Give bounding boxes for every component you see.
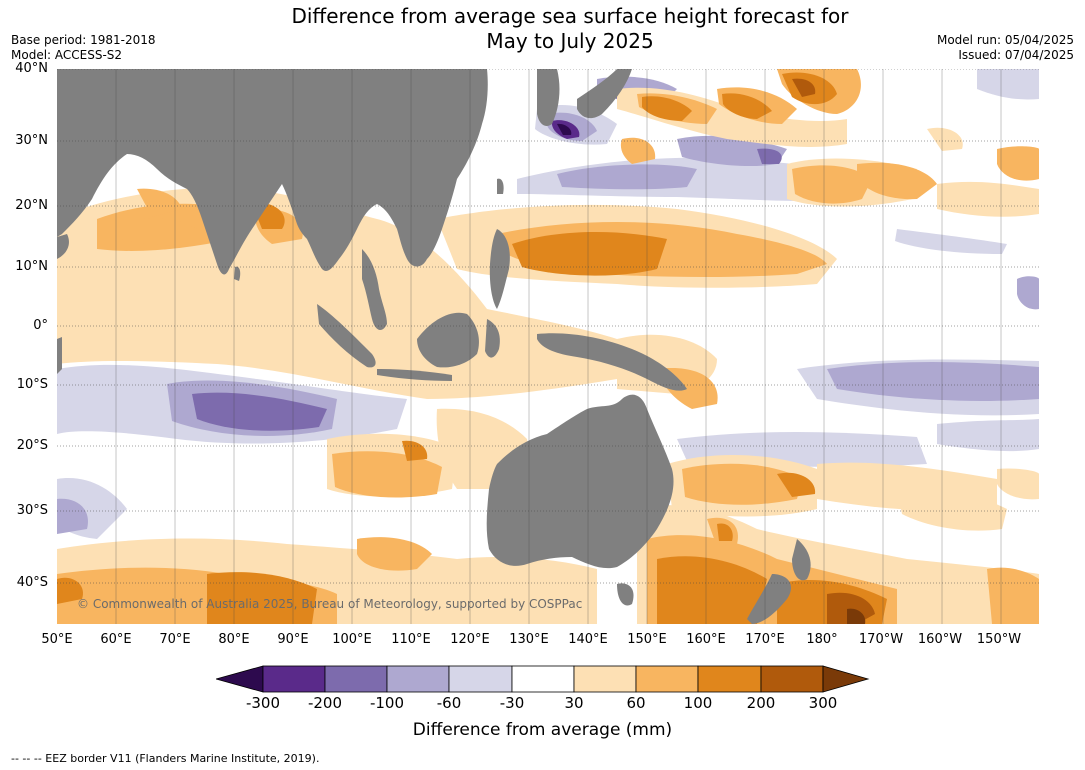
colorbar-bin-9 bbox=[760, 665, 824, 693]
colorbar-tick-60: 60 bbox=[626, 694, 646, 712]
lon-label-150w: 150°W bbox=[976, 632, 1022, 647]
lon-label-70e: 70°E bbox=[159, 632, 191, 647]
lon-label-170e: 170°E bbox=[745, 632, 785, 647]
lon-label-50e: 50°E bbox=[41, 632, 73, 647]
land-new-zealand-north bbox=[792, 539, 811, 581]
colorbar-bin-8 bbox=[697, 665, 762, 693]
land-asia bbox=[57, 69, 488, 275]
land-borneo bbox=[417, 312, 479, 368]
lon-label-140e: 140°E bbox=[568, 632, 608, 647]
colorbar-bin-3 bbox=[386, 665, 450, 693]
land-sulawesi bbox=[485, 319, 500, 358]
lon-label-150e: 150°E bbox=[627, 632, 667, 647]
model-run: Model run: 05/04/2025 bbox=[936, 33, 1074, 47]
meta-right: Model run: 05/04/2025 Issued: 07/04/2025 bbox=[937, 33, 1074, 63]
lat-label-30n: 30°N bbox=[15, 133, 48, 148]
land-philippines bbox=[489, 229, 510, 309]
land-arabia-tip bbox=[57, 234, 69, 259]
land-sumatra bbox=[317, 304, 376, 368]
lon-label-90e: 90°E bbox=[277, 632, 309, 647]
colorbar-bin-1 bbox=[262, 665, 326, 693]
base-period: Base period: 1981-2018 bbox=[11, 33, 156, 47]
land-japan bbox=[577, 69, 632, 119]
colorbar-tick-neg100: -100 bbox=[369, 694, 405, 712]
lon-label-130e: 130°E bbox=[509, 632, 549, 647]
lat-label-40n: 40°N bbox=[15, 61, 48, 76]
land-taiwan bbox=[497, 178, 504, 194]
colorbar-bin-4 bbox=[448, 665, 513, 693]
land-sri-lanka bbox=[234, 266, 241, 281]
colorbar-extend-high bbox=[822, 665, 870, 693]
lon-label-160e: 160°E bbox=[686, 632, 726, 647]
lon-label-170w: 170°W bbox=[858, 632, 904, 647]
colorbar-bin-5 bbox=[511, 665, 575, 693]
colorbar-extend-low bbox=[216, 665, 264, 693]
colorbar-tick-200: 200 bbox=[746, 694, 776, 712]
land-korea-japan bbox=[537, 69, 560, 126]
lon-label-120e: 120°E bbox=[450, 632, 490, 647]
map-panel bbox=[57, 69, 1039, 624]
lat-label-equator: 0° bbox=[33, 318, 48, 333]
lat-label-30s: 30°S bbox=[16, 503, 48, 518]
land-australia bbox=[486, 394, 674, 569]
meridians bbox=[115, 69, 1002, 624]
land-new-zealand-south bbox=[747, 574, 792, 624]
eez-footnote: -- -- -- EEZ border V11 (Flanders Marine… bbox=[11, 752, 320, 765]
land-indochina bbox=[362, 249, 387, 331]
lon-label-180: 180° bbox=[806, 632, 838, 647]
colorbar-tick-100: 100 bbox=[683, 694, 713, 712]
land-tasmania bbox=[617, 583, 634, 606]
lon-label-60e: 60°E bbox=[100, 632, 132, 647]
lon-label-100e: 100°E bbox=[332, 632, 372, 647]
lon-label-160w: 160°W bbox=[917, 632, 963, 647]
meta-left: Base period: 1981-2018 Model: ACCESS-S2 bbox=[11, 33, 156, 63]
colorbar-tick-neg60: -60 bbox=[436, 694, 462, 712]
colorbar-label: Difference from average (mm) bbox=[412, 720, 673, 740]
colorbar-tick-neg30: -30 bbox=[499, 694, 525, 712]
map-svg bbox=[57, 69, 1039, 624]
land-new-guinea bbox=[537, 333, 687, 391]
issued-date: Issued: 07/04/2025 bbox=[958, 48, 1074, 62]
lon-label-80e: 80°E bbox=[218, 632, 250, 647]
title-line-1: Difference from average sea surface heig… bbox=[291, 4, 849, 28]
lat-label-20n: 20°N bbox=[15, 198, 48, 213]
lat-label-40s: 40°S bbox=[16, 575, 48, 590]
lat-label-20s: 20°S bbox=[16, 438, 48, 453]
colorbar-bin-2 bbox=[324, 665, 388, 693]
colorbar-bin-6 bbox=[573, 665, 637, 693]
colorbar-tick-neg300: -300 bbox=[245, 694, 281, 712]
colorbar-tick-30: 30 bbox=[564, 694, 584, 712]
colorbar-tick-300: 300 bbox=[808, 694, 838, 712]
title-line-2: May to July 2025 bbox=[486, 29, 654, 53]
land-madagascar bbox=[57, 337, 62, 374]
colorbar bbox=[216, 665, 870, 693]
lat-label-10s: 10°S bbox=[16, 377, 48, 392]
colorbar-bin-7 bbox=[635, 665, 699, 693]
land-java bbox=[377, 369, 452, 381]
map-title: Difference from average sea surface heig… bbox=[220, 4, 920, 54]
copyright-notice: © Commonwealth of Australia 2025, Bureau… bbox=[77, 597, 583, 611]
lat-label-10n: 10°N bbox=[15, 259, 48, 274]
model-name: Model: ACCESS-S2 bbox=[11, 48, 123, 62]
lon-label-110e: 110°E bbox=[391, 632, 431, 647]
land-layer bbox=[57, 69, 811, 624]
colorbar-tick-neg200: -200 bbox=[307, 694, 343, 712]
